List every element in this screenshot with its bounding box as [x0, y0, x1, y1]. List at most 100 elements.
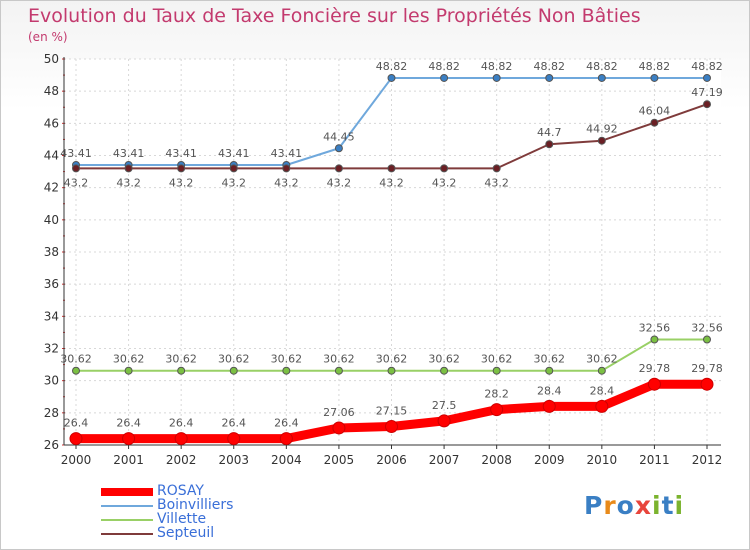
- data-label-villette: 30.62: [534, 353, 566, 366]
- data-point-villette: [703, 335, 711, 344]
- x-tick-label: 2002: [166, 453, 197, 467]
- x-tick-label: 2008: [481, 453, 512, 467]
- data-label-rosay: 26.4: [116, 417, 141, 430]
- logo-letter: i: [674, 491, 685, 520]
- legend-item-rosay[interactable]: ROSAY: [101, 483, 301, 499]
- data-label-villette: 30.62: [586, 353, 618, 366]
- legend-label-rosay: ROSAY: [157, 483, 204, 499]
- x-tick-label: 2005: [324, 453, 355, 467]
- data-label-rosay: 28.2: [484, 388, 509, 401]
- data-point-rosay: [227, 432, 241, 446]
- y-tick-label: 38: [44, 245, 59, 259]
- data-label-rosay: 26.4: [64, 417, 89, 430]
- x-tick-label: 2007: [429, 453, 460, 467]
- data-point-boinvilliers: [492, 73, 501, 82]
- data-label-septeuil: 44.7: [537, 126, 562, 139]
- data-point-septeuil: [177, 164, 186, 173]
- data-label-boinvilliers: 43.41: [271, 147, 303, 160]
- x-tick-label: 2006: [376, 453, 407, 467]
- legend-item-boinvilliers[interactable]: Boinvilliers: [101, 498, 301, 513]
- data-label-villette: 30.62: [113, 353, 145, 366]
- y-tick-label: 46: [44, 116, 59, 130]
- data-label-villette: 30.62: [376, 353, 408, 366]
- legend-item-septeuil[interactable]: Septeuil: [101, 526, 301, 541]
- data-point-villette: [334, 366, 343, 375]
- y-tick-label: 26: [44, 438, 59, 452]
- data-label-rosay: 28.4: [537, 384, 562, 397]
- y-tick-label: 42: [44, 181, 59, 195]
- data-label-septeuil: 43.2: [484, 176, 509, 189]
- legend-item-villette[interactable]: Villette: [101, 512, 301, 527]
- data-label-septeuil: 44.92: [586, 123, 618, 136]
- data-label-rosay: 27.06: [323, 406, 355, 419]
- data-point-rosay: [385, 420, 398, 434]
- data-point-villette: [440, 366, 449, 375]
- data-point-rosay: [700, 377, 714, 391]
- data-point-rosay: [174, 432, 188, 446]
- data-label-boinvilliers: 48.82: [639, 60, 671, 73]
- legend-swatch-villette: [101, 519, 153, 521]
- data-point-villette: [229, 366, 238, 375]
- data-point-boinvilliers: [440, 73, 449, 82]
- data-point-villette: [492, 366, 501, 375]
- data-label-boinvilliers: 43.41: [113, 147, 145, 160]
- data-label-rosay: 28.4: [590, 384, 615, 397]
- data-point-septeuil: [650, 118, 659, 127]
- y-tick-label: 28: [44, 406, 59, 420]
- x-tick-label: 2001: [113, 453, 144, 467]
- data-point-septeuil: [334, 164, 343, 173]
- data-label-septeuil: 43.2: [116, 176, 141, 189]
- x-tick-label: 2003: [218, 453, 249, 467]
- data-label-rosay: 27.15: [376, 405, 408, 418]
- legend-swatch-septeuil: [101, 533, 153, 535]
- chart-title: Evolution du Taux de Taxe Foncière sur l…: [28, 5, 641, 27]
- data-point-septeuil: [72, 164, 80, 173]
- data-point-rosay: [332, 421, 346, 435]
- x-tick-label: 2010: [587, 453, 618, 467]
- data-point-boinvilliers: [387, 73, 396, 82]
- x-tick-label: 2009: [534, 453, 565, 467]
- y-tick-label: 50: [44, 52, 59, 66]
- data-point-septeuil: [492, 164, 501, 173]
- data-label-boinvilliers: 43.41: [218, 147, 250, 160]
- data-point-boinvilliers: [545, 73, 554, 82]
- logo-letter: P: [584, 491, 604, 520]
- plot-area: [64, 59, 721, 445]
- data-label-septeuil: 43.2: [379, 176, 404, 189]
- y-tick-label: 30: [44, 374, 59, 388]
- data-point-boinvilliers: [334, 144, 343, 153]
- data-point-villette: [545, 366, 554, 375]
- data-label-boinvilliers: 48.82: [586, 60, 618, 73]
- data-point-septeuil: [124, 164, 133, 173]
- data-label-boinvilliers: 48.82: [376, 60, 408, 73]
- x-tick-label: 2004: [271, 453, 302, 467]
- data-label-septeuil: 43.2: [222, 176, 247, 189]
- data-point-septeuil: [387, 164, 396, 173]
- data-label-boinvilliers: 48.82: [691, 60, 723, 73]
- x-tick-label: 2011: [639, 453, 670, 467]
- data-point-villette: [387, 366, 396, 375]
- data-label-villette: 30.62: [60, 353, 92, 366]
- data-point-rosay: [647, 377, 661, 391]
- data-label-septeuil: 46.04: [639, 105, 671, 118]
- proxiti-logo: Proxiti: [584, 491, 684, 520]
- x-tick-label: 2012: [692, 453, 723, 467]
- data-point-villette: [177, 366, 186, 375]
- data-point-boinvilliers: [597, 73, 606, 82]
- data-label-septeuil: 43.2: [64, 176, 89, 189]
- data-point-septeuil: [282, 164, 291, 173]
- data-point-boinvilliers: [650, 73, 659, 82]
- data-label-boinvilliers: 48.82: [481, 60, 513, 73]
- data-point-septeuil: [229, 164, 238, 173]
- data-label-rosay: 26.4: [169, 417, 194, 430]
- logo-letter: i: [652, 491, 662, 520]
- data-label-septeuil: 43.2: [432, 176, 457, 189]
- data-point-septeuil: [440, 164, 449, 173]
- data-point-septeuil: [703, 100, 711, 109]
- logo-letter: t: [661, 491, 675, 520]
- data-point-villette: [650, 335, 659, 344]
- data-label-rosay: 26.4: [274, 417, 299, 430]
- data-point-rosay: [437, 414, 451, 428]
- data-label-boinvilliers: 43.41: [60, 147, 92, 160]
- data-point-boinvilliers: [703, 73, 711, 82]
